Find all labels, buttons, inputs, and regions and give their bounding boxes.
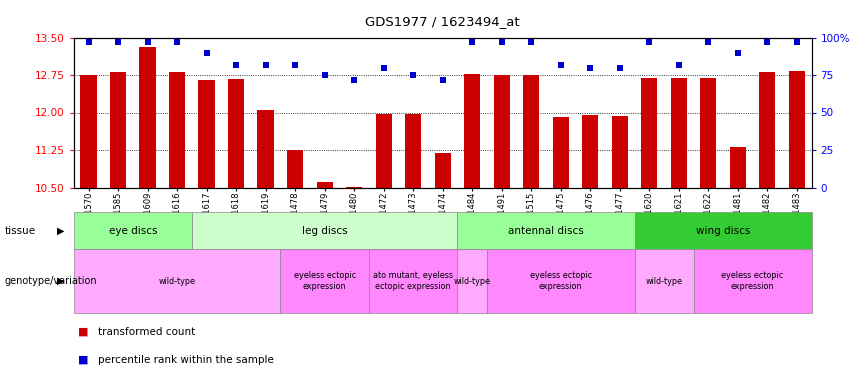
Text: ato mutant, eyeless
ectopic expression: ato mutant, eyeless ectopic expression <box>373 271 453 291</box>
Text: wild-type: wild-type <box>646 277 682 286</box>
Text: eyeless ectopic
expression: eyeless ectopic expression <box>721 271 784 291</box>
Point <box>524 39 538 45</box>
Bar <box>464 74 480 188</box>
Point <box>642 39 656 45</box>
Bar <box>74 249 280 313</box>
Bar <box>487 249 635 313</box>
Text: antennal discs: antennal discs <box>508 226 584 236</box>
Bar <box>287 150 303 188</box>
Bar <box>169 72 185 188</box>
Bar <box>140 48 155 188</box>
Point <box>288 62 302 68</box>
Text: eye discs: eye discs <box>108 226 157 236</box>
Point <box>318 72 332 78</box>
Point <box>229 62 243 68</box>
Point <box>790 39 804 45</box>
Text: eyeless ectopic
expression: eyeless ectopic expression <box>293 271 356 291</box>
Bar <box>81 75 96 188</box>
Bar <box>199 80 214 188</box>
Point <box>465 39 479 45</box>
Bar <box>730 147 746 188</box>
Text: ▶: ▶ <box>57 276 64 286</box>
Point <box>141 39 155 45</box>
Bar <box>700 78 716 188</box>
Point <box>554 62 568 68</box>
Text: leg discs: leg discs <box>302 226 347 236</box>
Bar <box>694 249 812 313</box>
Point <box>701 39 715 45</box>
Bar <box>317 182 332 188</box>
Bar <box>641 78 657 188</box>
Text: genotype/variation: genotype/variation <box>4 276 97 286</box>
Text: ■: ■ <box>78 327 89 337</box>
Text: eyeless ectopic
expression: eyeless ectopic expression <box>529 271 592 291</box>
Point <box>731 50 745 55</box>
Bar <box>582 115 598 188</box>
Text: wing discs: wing discs <box>696 226 750 236</box>
Bar <box>376 114 391 188</box>
Bar <box>760 72 775 188</box>
Bar <box>405 114 421 188</box>
Point <box>672 62 686 68</box>
Point <box>495 39 509 45</box>
Point <box>111 39 125 45</box>
Bar <box>435 153 450 188</box>
Bar <box>671 78 687 188</box>
Point <box>82 39 95 45</box>
Point <box>259 62 273 68</box>
Point <box>170 39 184 45</box>
Bar <box>553 117 569 188</box>
Text: transformed count: transformed count <box>98 327 195 337</box>
Point <box>583 64 597 70</box>
Point <box>200 50 214 55</box>
Bar <box>110 72 126 188</box>
Bar <box>258 110 273 188</box>
Bar <box>635 212 812 249</box>
Point <box>613 64 627 70</box>
Bar <box>635 249 694 313</box>
Text: tissue: tissue <box>4 226 36 236</box>
Bar <box>192 212 457 249</box>
Text: GDS1977 / 1623494_at: GDS1977 / 1623494_at <box>365 15 520 28</box>
Bar <box>612 116 628 188</box>
Bar <box>228 78 244 188</box>
Bar <box>457 212 635 249</box>
Point <box>347 76 361 82</box>
Bar <box>369 249 457 313</box>
Point <box>406 72 420 78</box>
Point <box>760 39 774 45</box>
Text: ■: ■ <box>78 355 89 365</box>
Bar <box>789 72 805 188</box>
Bar <box>280 249 369 313</box>
Bar <box>523 75 539 188</box>
Bar <box>346 186 362 188</box>
Text: ▶: ▶ <box>57 226 64 236</box>
Text: percentile rank within the sample: percentile rank within the sample <box>98 355 274 365</box>
Text: wild-type: wild-type <box>454 277 490 286</box>
Bar <box>457 249 487 313</box>
Point <box>436 76 450 82</box>
Point <box>377 64 391 70</box>
Bar <box>74 212 192 249</box>
Text: wild-type: wild-type <box>159 277 195 286</box>
Bar <box>494 75 510 188</box>
